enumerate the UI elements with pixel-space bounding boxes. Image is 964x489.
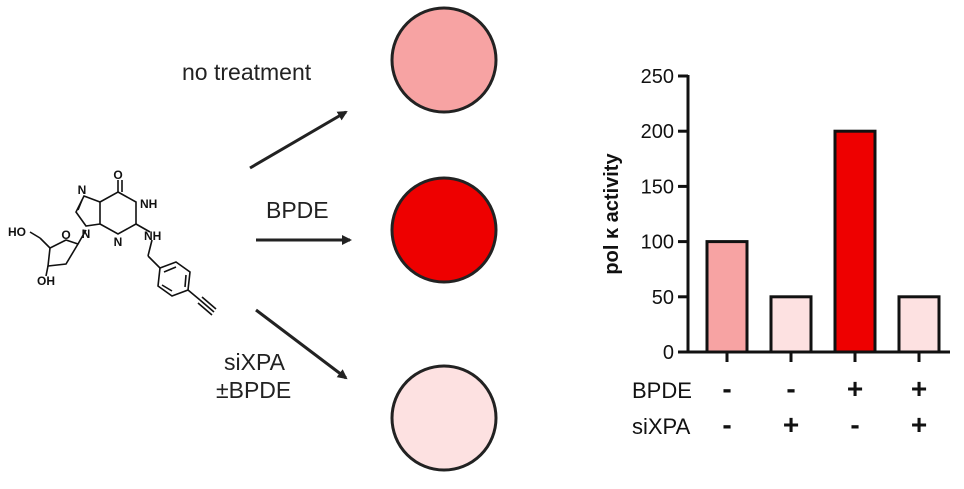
circle-bpde — [390, 176, 498, 284]
label-no-treatment: no treatment — [182, 59, 312, 85]
ch2oh-bond — [39, 237, 51, 249]
alkyne-triple-3 — [197, 302, 213, 316]
y-axis-label: pol κ activity — [601, 153, 623, 275]
condition-mark: - — [722, 409, 731, 440]
y-tick-label: 250 — [641, 66, 674, 88]
benzene-double-1 — [163, 266, 177, 273]
condition-mark: + — [911, 373, 927, 404]
alkyne-bond — [187, 289, 201, 301]
bar — [833, 129, 877, 354]
y-tick-label: 0 — [663, 342, 674, 364]
arrow-no-treatment — [249, 110, 348, 170]
atom-label-n3: N — [114, 235, 123, 249]
atom-label-n9: N — [82, 227, 91, 241]
atom-label-3-hydroxyl: OH — [37, 274, 55, 288]
alkyne-triple-1 — [199, 299, 215, 313]
atom-label-amine: NH — [144, 229, 161, 243]
arrow-sixpa — [255, 308, 348, 380]
circle-sixpa — [390, 364, 498, 472]
imidazole-double-bond — [77, 199, 83, 211]
condition-mark: - — [850, 409, 859, 440]
atom-label-5-hydroxyl: HO — [8, 225, 26, 239]
condition-mark: - — [786, 373, 795, 404]
glycosidic-bond — [77, 229, 87, 245]
condition-mark: + — [783, 409, 799, 440]
atom-label-carbonyl-o: O — [113, 168, 122, 182]
condition-row-label: siXPA — [632, 414, 691, 439]
condition-mark: - — [722, 373, 731, 404]
bar — [705, 240, 749, 354]
hydroxyl-bond — [29, 231, 41, 239]
sugar-oh-bond — [45, 265, 49, 277]
label-plus-minus-bpde: ±BPDE — [216, 377, 291, 403]
y-tick-label: 50 — [652, 287, 674, 309]
bar — [897, 295, 941, 354]
bar — [769, 295, 813, 354]
benzene-double-3 — [161, 284, 173, 292]
y-tick-label: 150 — [641, 176, 674, 198]
bar-chart: 0 50 100 150 200 250 pol κ activity BPDE - - + + siX… — [601, 66, 950, 440]
deoxyribose-ring — [47, 239, 80, 267]
y-tick-label: 100 — [641, 232, 674, 254]
atom-label-n7: N — [78, 183, 87, 197]
condition-row-label: BPDE — [632, 378, 692, 403]
atom-labels: O N NH N N NH HO O OH — [8, 168, 161, 288]
amine-bond — [135, 223, 151, 233]
label-bpde: BPDE — [266, 197, 329, 223]
circle-no-treatment — [390, 6, 498, 114]
nucleoside-structure — [29, 180, 217, 316]
imidazole-ring — [75, 194, 101, 227]
pyrimidine-ring — [99, 191, 137, 235]
benzyl-bond — [147, 255, 161, 269]
atom-label-n1h: NH — [140, 197, 157, 211]
benzene-double-2 — [184, 274, 187, 288]
atom-label-ring-o: O — [61, 228, 70, 242]
benzyl-ch2-bond — [147, 239, 153, 257]
condition-mark: + — [911, 409, 927, 440]
condition-mark: + — [847, 373, 863, 404]
alkyne-triple-2 — [201, 296, 217, 310]
label-sixpa: siXPA — [224, 349, 286, 375]
y-tick-label: 200 — [641, 121, 674, 143]
